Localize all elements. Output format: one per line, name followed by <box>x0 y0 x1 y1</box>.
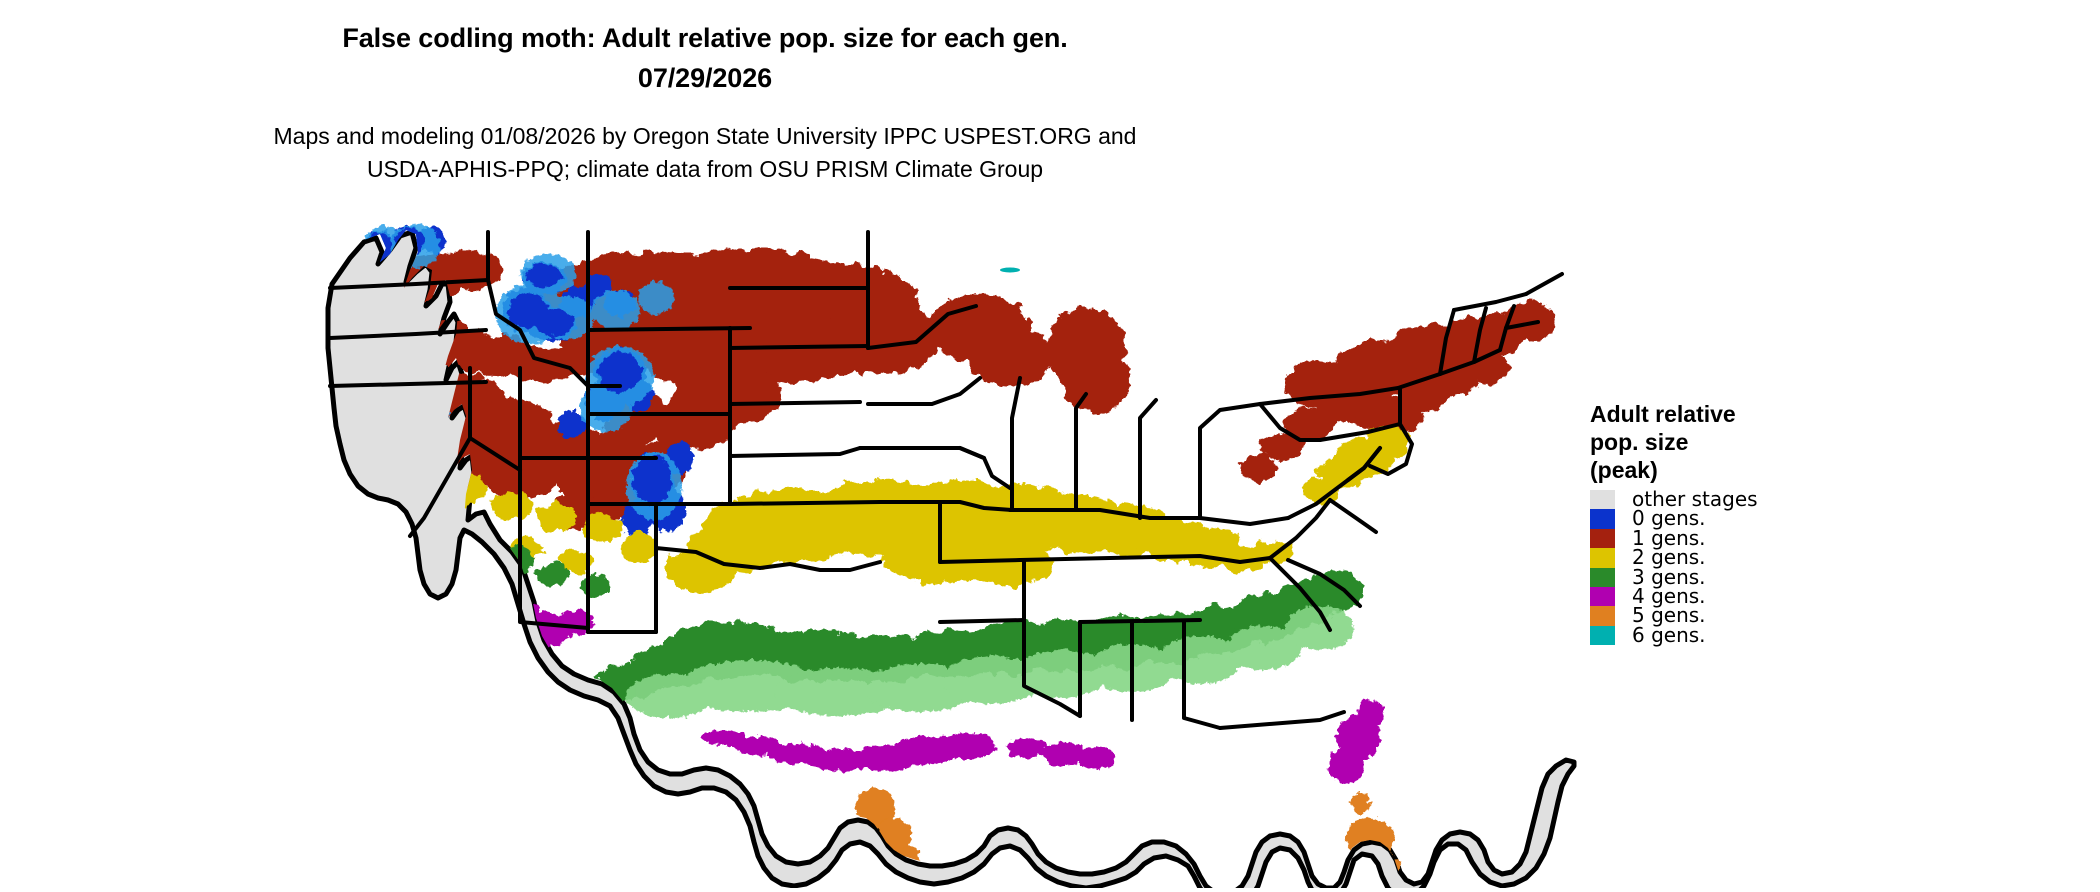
legend-color-swatch <box>1590 548 1615 568</box>
legend-title-line-2: pop. size <box>1590 429 1689 455</box>
page-subtitle: Maps and modeling 01/08/2026 by Oregon S… <box>0 120 1410 186</box>
class-layer-6-gens <box>1000 267 1020 273</box>
state-boundaries <box>328 230 1564 730</box>
legend-item-label: 6 gens. <box>1632 622 1706 647</box>
subtitle-line-2: USDA-APHIS-PPQ; climate data from OSU PR… <box>366 156 1044 182</box>
map-legend: Adult relative pop. size (peak) other st… <box>1590 400 1920 647</box>
legend-item[interactable]: 0 gens. <box>1590 506 1920 531</box>
legend-title-line-1: Adult relative <box>1590 401 1736 427</box>
conus-landmass <box>325 229 1577 888</box>
legend-item-label: 0 gens. <box>1632 506 1706 531</box>
legend-item[interactable]: 5 gens. <box>1590 603 1920 628</box>
title-line-1: False codling moth: Adult relative pop. … <box>342 23 1068 53</box>
legend-color-swatch <box>1590 625 1615 646</box>
class-layer-0-gens-core <box>368 228 672 504</box>
legend-item-list: other stages 0 gens. 1 gens. 2 gens. 3 gens.… <box>1590 487 1920 647</box>
legend-item[interactable]: 3 gens. <box>1590 564 1920 589</box>
legend-color-swatch <box>1590 567 1615 587</box>
legend-item-label: other stages <box>1632 487 1758 511</box>
choropleth-map <box>320 218 1580 888</box>
class-layer-3-gens-light <box>626 606 1354 718</box>
map-base-landmass <box>325 229 1577 888</box>
legend-color-swatch <box>1590 490 1615 510</box>
legend-color-swatch <box>1590 528 1615 549</box>
legend-item[interactable]: 2 gens. <box>1590 545 1920 570</box>
subtitle-line-1: Maps and modeling 01/08/2026 by Oregon S… <box>273 123 1137 149</box>
legend-item[interactable]: 4 gens. <box>1590 583 1920 608</box>
map-class-layers <box>346 224 1556 882</box>
us-map-svg <box>325 224 1577 888</box>
legend-item-label: 1 gens. <box>1632 525 1706 550</box>
legend-color-swatch <box>1590 509 1615 529</box>
legend-item-label: 2 gens. <box>1632 545 1706 570</box>
legend-item[interactable]: 1 gens. <box>1590 525 1920 550</box>
legend-title-line-3: (peak) <box>1590 457 1658 483</box>
legend-item-label: 3 gens. <box>1632 564 1706 589</box>
legend-item[interactable]: 6 gens. <box>1590 622 1920 647</box>
legend-item[interactable]: other stages <box>1590 487 1920 511</box>
legend-item-label: 4 gens. <box>1632 583 1706 608</box>
legend-item-label: 5 gens. <box>1632 603 1706 628</box>
legend-color-swatch <box>1590 586 1615 607</box>
legend-color-swatch <box>1590 606 1615 626</box>
title-line-2: 07/29/2026 <box>637 63 773 93</box>
page-title: False codling moth: Adult relative pop. … <box>0 18 1410 98</box>
